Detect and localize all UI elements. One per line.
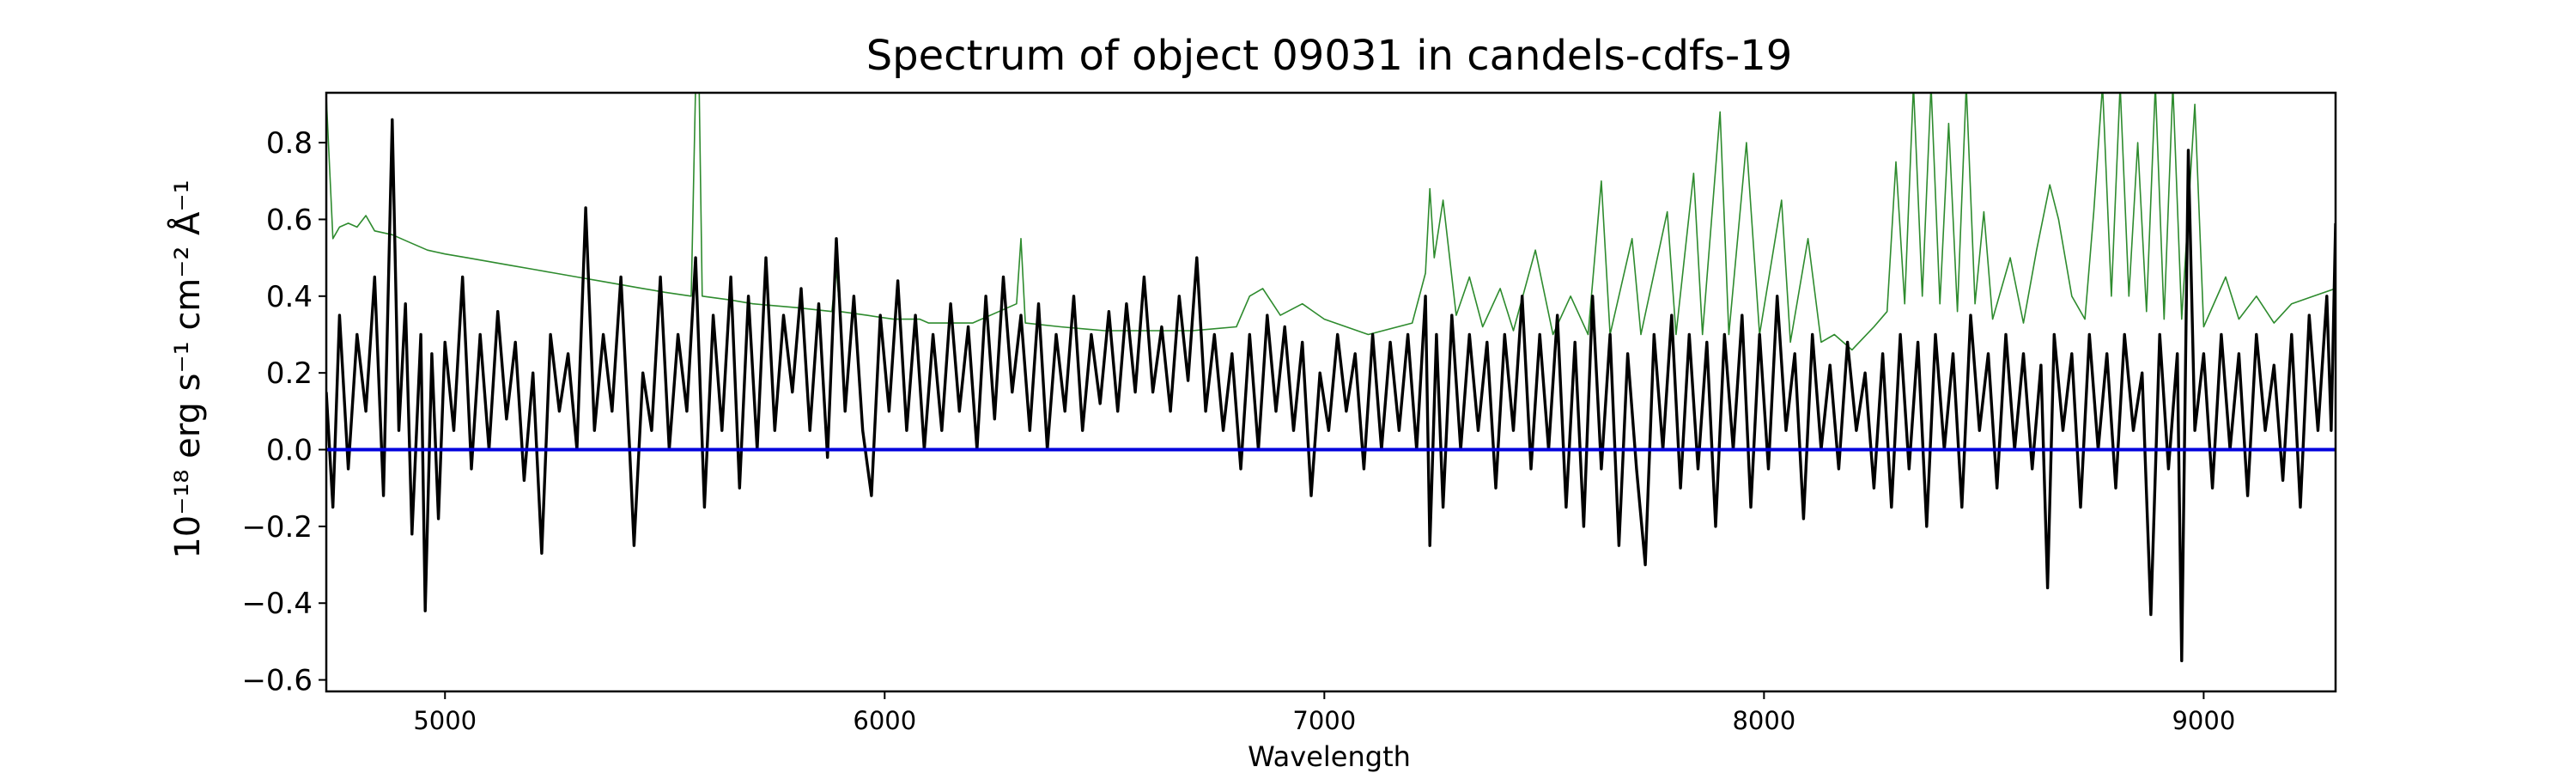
x-tick-label: 9000 [2172, 706, 2235, 735]
y-tick-label: −0.4 [241, 587, 313, 621]
y-axis-ticks: −0.6 −0.4 −0.2 0.0 0.2 0.4 0.6 0.8 [241, 126, 326, 698]
x-axis-label: Wavelength [1248, 740, 1411, 773]
x-tick-label: 6000 [853, 706, 916, 735]
x-tick-label: 5000 [413, 706, 477, 735]
plot-frame [325, 91, 2337, 693]
series-error-line [326, 93, 2336, 351]
x-axis-ticks: 5000 6000 7000 8000 9000 [413, 691, 2235, 735]
series-layer [326, 93, 2336, 662]
x-tick-label: 7000 [1292, 706, 1356, 735]
y-tick-label: −0.2 [241, 510, 313, 545]
y-tick-label: 0.0 [266, 434, 313, 468]
y-tick-label: 0.8 [266, 126, 313, 161]
y-tick-label: 0.4 [266, 280, 313, 314]
chart-title: Spectrum of object 09031 in candels-cdfs… [866, 32, 1793, 80]
y-tick-label: 0.2 [266, 356, 313, 391]
series-flux-line [326, 118, 2336, 662]
y-tick-label: 0.6 [266, 203, 313, 237]
x-tick-label: 8000 [1732, 706, 1795, 735]
y-axis-label: 10⁻¹⁸ erg s⁻¹ cm⁻² Å⁻¹ [167, 180, 208, 558]
y-tick-label: −0.6 [241, 664, 313, 698]
